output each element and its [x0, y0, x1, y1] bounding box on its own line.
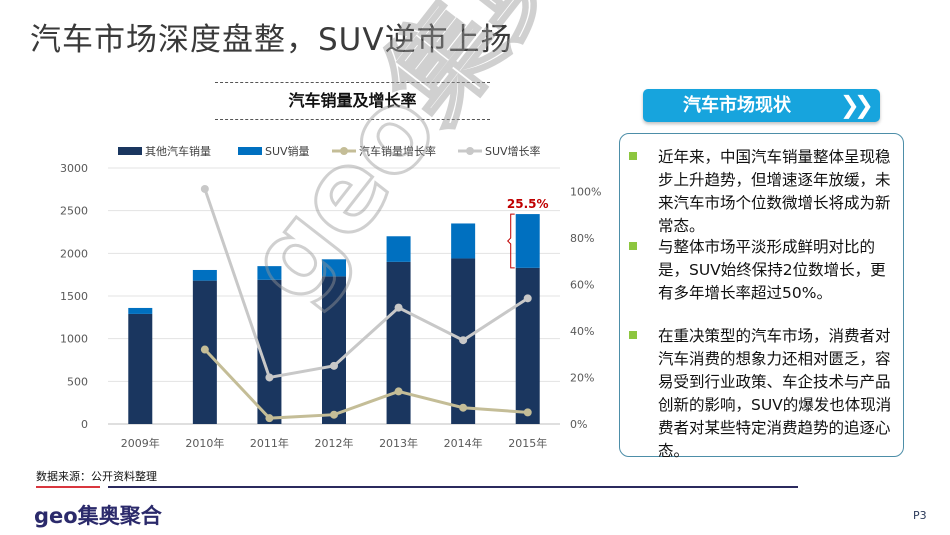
bar-suv: [451, 223, 476, 259]
bar-suv: [386, 236, 411, 262]
line-point: [523, 294, 532, 303]
panel-header-label: 汽车市场现状: [683, 95, 791, 116]
bar-suv: [515, 214, 540, 268]
bar-suv: [257, 266, 282, 280]
bar-suv: [192, 269, 217, 281]
company-logo: geo集奥聚合: [34, 504, 162, 528]
x-axis-tick: 2015年: [508, 436, 547, 450]
line-series-1: [203, 188, 529, 380]
bullet-text: 在重决策型的汽车市场，消费者对汽车消费的想象力还相对匮乏，容易受到行业政策、车企…: [658, 327, 892, 460]
bullet-text: 近年来，中国汽车销量整体呈现稳步上升趋势，但增速逐年放缓，未来汽车市场个位数微增…: [658, 148, 891, 235]
data-source: 数据来源：公开资料整理: [36, 470, 157, 483]
bar-other: [386, 261, 411, 424]
bullet-text: 与整体市场平淡形成鲜明对比的是，SUV始终保持2位数增长，更有多年增长率超过50…: [658, 238, 886, 302]
legend-swatch: [238, 147, 262, 155]
legend-label: 汽车销量增长率: [359, 144, 436, 158]
bullet-square-icon: [629, 242, 637, 250]
bullet-square-icon: [629, 331, 637, 339]
panel-header: 汽车市场现状 ❯❯: [643, 89, 880, 122]
x-axis-tick: 2009年: [121, 436, 160, 450]
line-point: [459, 403, 468, 412]
line-series-0: [203, 348, 528, 420]
bar-other: [128, 313, 153, 424]
bar-other: [322, 276, 346, 424]
line-point: [265, 414, 274, 423]
legend-label: SUV增长率: [485, 144, 541, 158]
x-axis-tick: 2013年: [379, 436, 418, 450]
line-point: [394, 387, 403, 396]
panel-box: 近年来，中国汽车销量整体呈现稳步上升趋势，但增速逐年放缓，未来汽车市场个位数微增…: [619, 133, 904, 460]
page-title: 汽车市场深度盘整，SUV逆市上扬: [30, 22, 513, 58]
line-point: [523, 408, 532, 417]
annotation-label: 25.5%: [507, 197, 549, 211]
left-axis-tick: 500: [67, 375, 88, 388]
legend-marker: [340, 147, 348, 155]
divider-navy: [108, 486, 798, 488]
bar-other: [515, 267, 540, 424]
left-axis-tick: 2500: [60, 205, 88, 218]
right-axis-tick: 60%: [570, 278, 594, 291]
left-axis-tick: 3000: [60, 162, 88, 175]
chart-title: 汽车销量及增长率: [215, 82, 490, 120]
bullet-square-icon: [629, 152, 637, 160]
line-point: [459, 336, 468, 345]
bar-suv: [128, 307, 153, 314]
line-point: [200, 345, 209, 354]
right-axis-tick: 0%: [570, 418, 587, 431]
x-axis-tick: 2012年: [315, 436, 354, 450]
bar-suv: [322, 259, 346, 277]
left-axis-tick: 0: [81, 418, 88, 431]
line-point: [394, 303, 403, 312]
x-axis-tick: 2010年: [185, 436, 224, 450]
legend-swatch: [118, 147, 142, 155]
left-axis-tick: 1500: [60, 290, 88, 303]
legend-label: SUV销量: [265, 144, 310, 158]
right-axis-tick: 100%: [570, 185, 601, 198]
left-axis-tick: 2000: [60, 247, 88, 260]
right-axis-tick: 40%: [570, 325, 594, 338]
divider-red: [36, 486, 100, 488]
page-number: P3: [913, 509, 927, 522]
line-point: [330, 361, 338, 370]
line-point: [265, 373, 274, 382]
legend-label: 其他汽车销量: [145, 144, 211, 158]
legend-marker: [466, 147, 474, 155]
x-axis-tick: 2011年: [250, 436, 289, 450]
line-point: [200, 184, 209, 193]
x-axis-tick: 2014年: [444, 436, 483, 450]
left-axis-tick: 1000: [60, 333, 88, 346]
line-point: [330, 410, 338, 419]
annotation-bracket: [507, 213, 515, 269]
right-axis-tick: 80%: [570, 232, 594, 245]
double-chevron-right-icon: ❯❯: [839, 91, 874, 119]
right-axis-tick: 20%: [570, 371, 594, 384]
